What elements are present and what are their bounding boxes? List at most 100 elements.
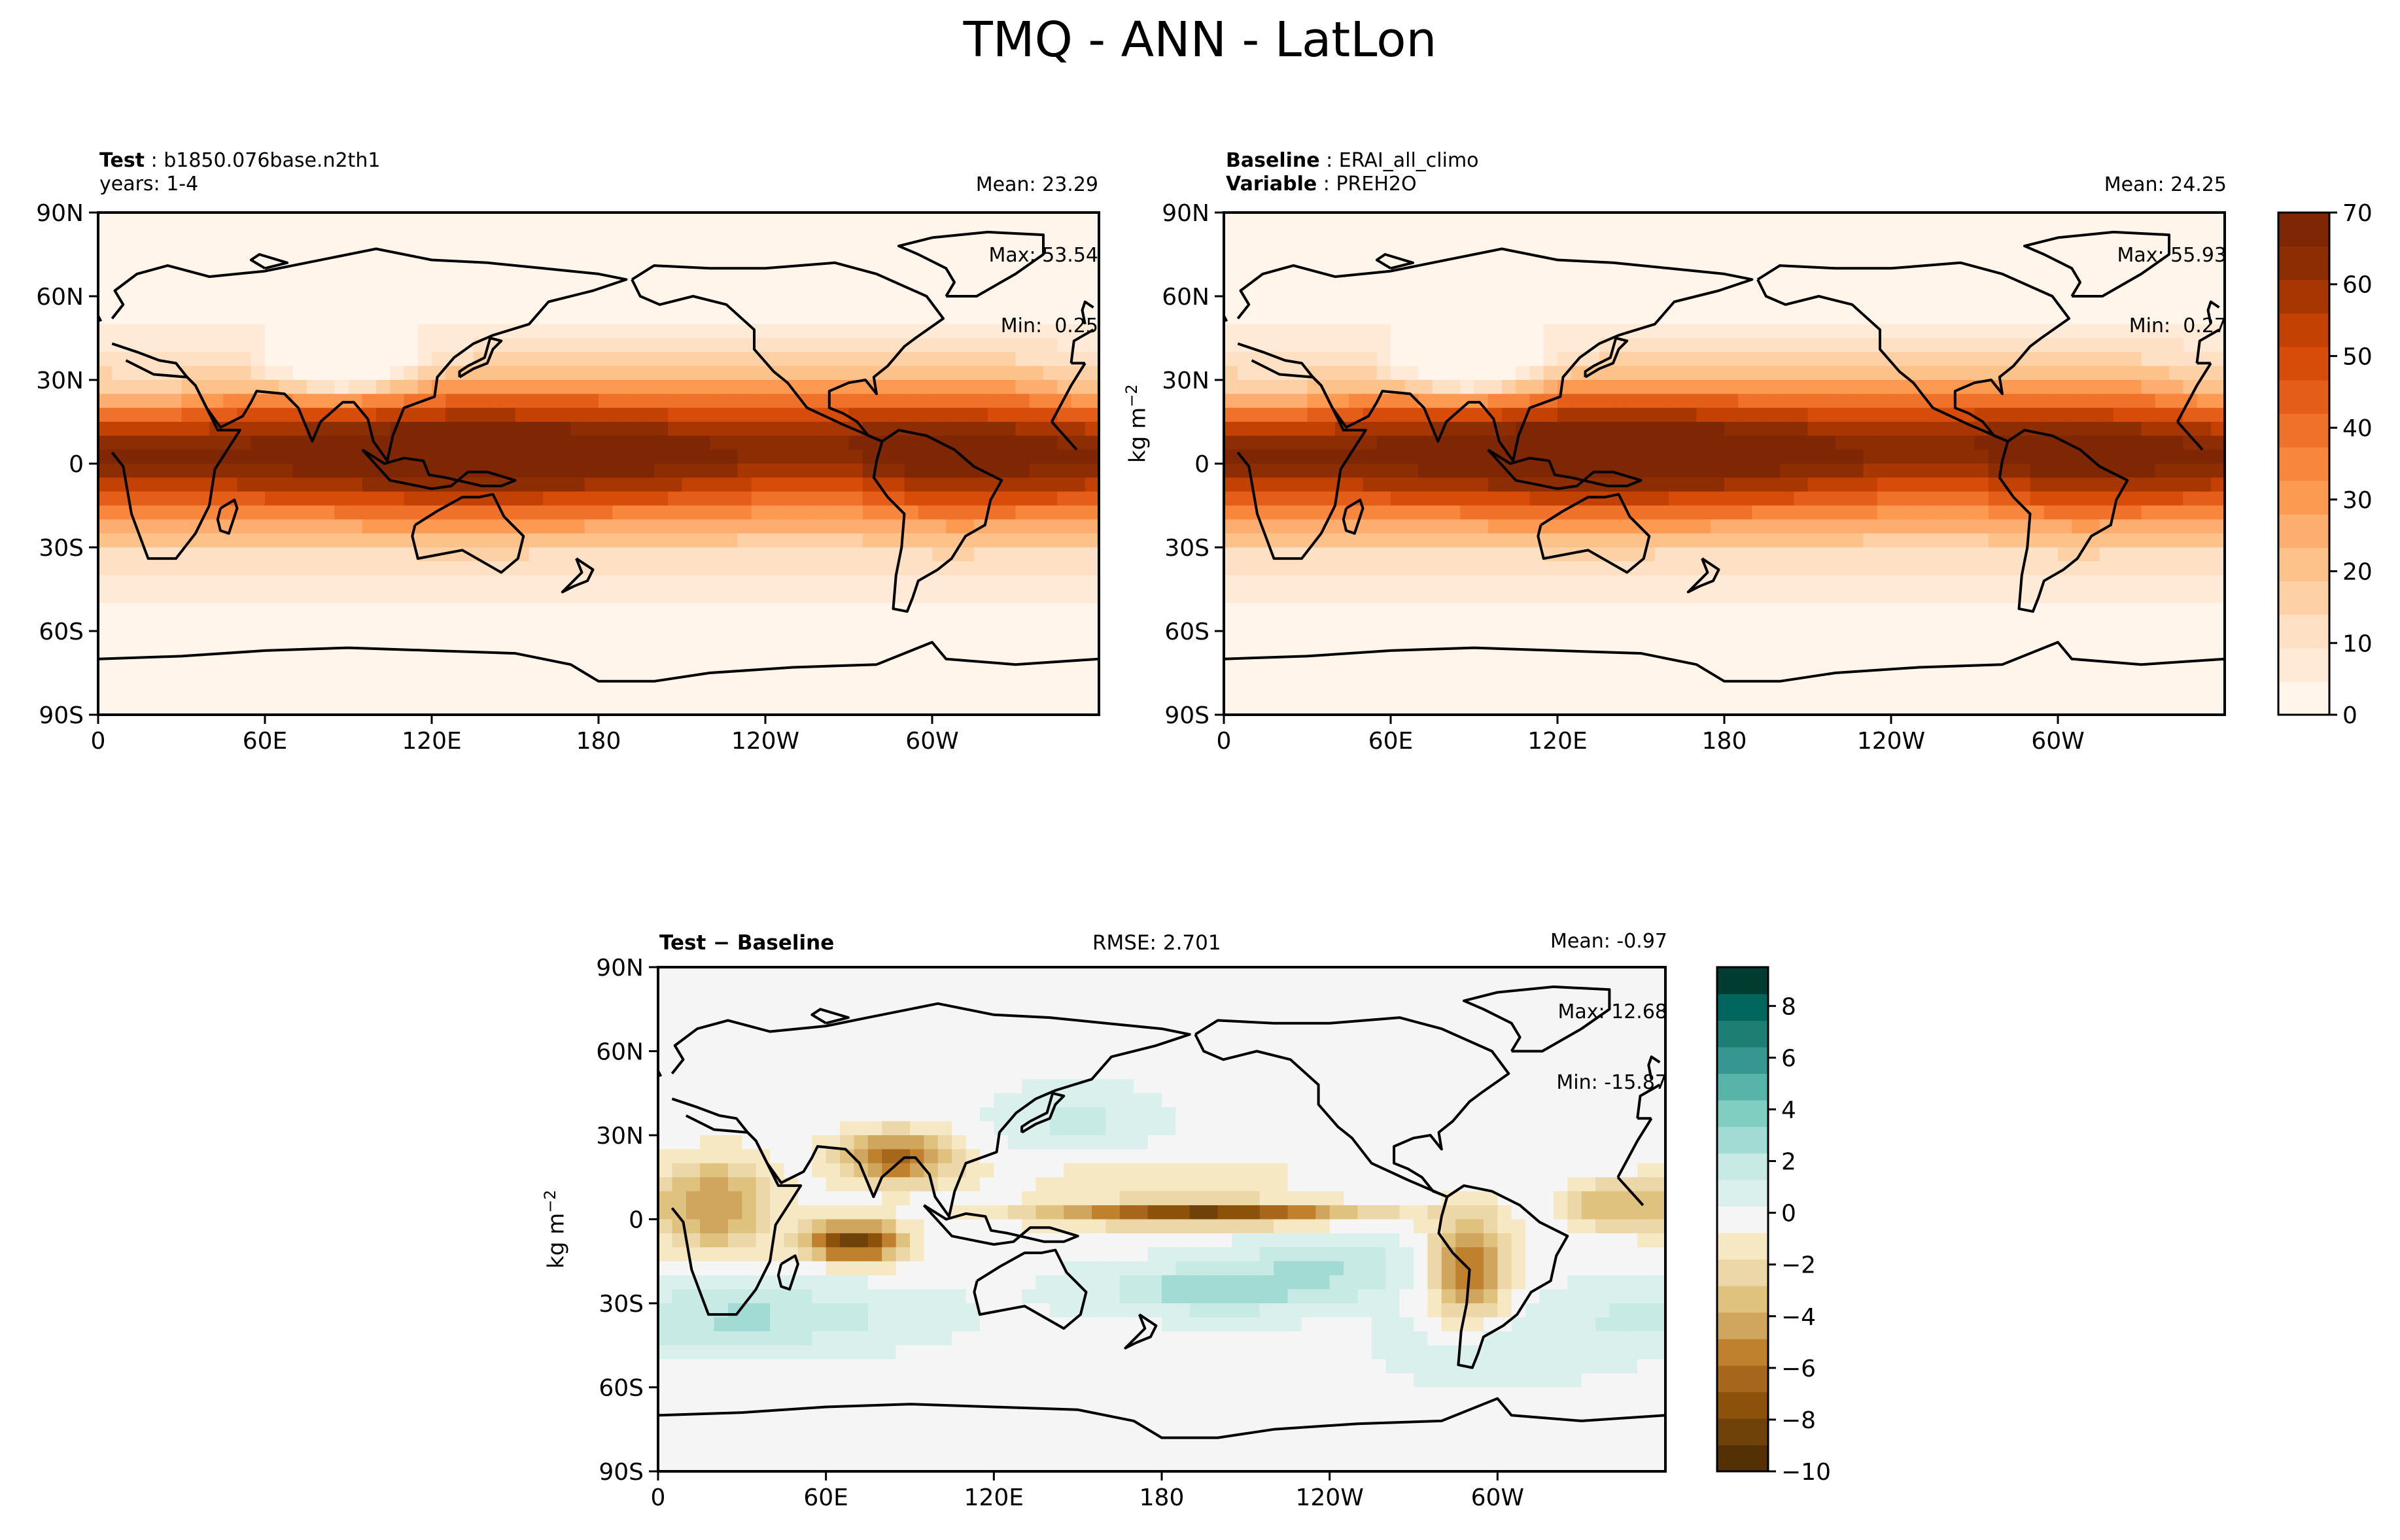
baseline-field-cell <box>1571 352 1586 367</box>
baseline-field-cell <box>1376 338 1391 353</box>
baseline-field-cell <box>1516 645 1531 660</box>
test-field-cell <box>960 310 975 325</box>
test-field-cell <box>167 449 183 464</box>
baseline-field-cell <box>1557 533 1573 548</box>
baseline-field-cell <box>1238 352 1253 367</box>
baseline-field-cell <box>1335 324 1350 339</box>
test-field-cell <box>279 213 294 228</box>
baseline-field-cell <box>2058 533 2073 548</box>
baseline-field-cell <box>1335 659 1350 674</box>
test-field-cell <box>612 477 627 492</box>
test-field-cell <box>904 268 919 283</box>
baseline-field-cell <box>1474 533 1489 548</box>
test-field-cell <box>737 380 752 395</box>
test-field-cell <box>126 240 141 255</box>
baseline-field-cell <box>1627 477 1642 492</box>
baseline-field-cell <box>1391 436 1406 451</box>
baseline-field-cell <box>1376 617 1391 632</box>
test-field-cell <box>167 673 183 688</box>
test-field-cell <box>1085 603 1100 618</box>
baseline-field-cell <box>1293 422 1308 437</box>
test-field-cell <box>265 673 280 688</box>
baseline-field-cell <box>1988 575 2003 590</box>
baseline-field-cell <box>2058 366 2073 381</box>
test-field-cell <box>473 631 488 646</box>
test-field-cell <box>445 659 461 674</box>
test-field-cell <box>973 617 988 632</box>
test-field-cell <box>139 338 154 353</box>
test-field-cell <box>334 547 349 562</box>
test-field-cell <box>529 575 544 590</box>
baseline-field-cell <box>1557 547 1573 562</box>
baseline-field-cell <box>1891 617 1906 632</box>
test-field-cell <box>1071 700 1086 715</box>
baseline-field-cell <box>1738 659 1753 674</box>
baseline-field-cell <box>1835 449 1851 464</box>
baseline-field-cell <box>1932 407 1947 422</box>
test-axes-frame <box>97 211 1100 716</box>
test-field-cell <box>640 240 655 255</box>
test-field-cell <box>404 282 419 297</box>
baseline-field-cell <box>1669 338 1684 353</box>
test-field-cell <box>334 254 349 269</box>
baseline-field-cell <box>1877 366 1892 381</box>
test-field-cell <box>404 700 419 715</box>
baseline-field-cell <box>1279 310 1295 325</box>
test-field-cell <box>251 366 266 381</box>
baseline-field-cell <box>1919 310 1934 325</box>
baseline-field-cell <box>1738 603 1753 618</box>
test-field-cell <box>862 254 877 269</box>
baseline-field-cell <box>1265 575 1280 590</box>
baseline-field-cell <box>2197 533 2212 548</box>
test-field-cell <box>181 561 196 576</box>
baseline-field-cell <box>1849 213 1864 228</box>
test-field-cell <box>710 366 725 381</box>
test-field-cell <box>376 547 391 562</box>
baseline-field-cell <box>1557 380 1573 395</box>
test-field-cell <box>807 324 822 339</box>
test-field-cell <box>557 268 572 283</box>
test-field-cell <box>251 352 266 367</box>
test-field-cell <box>973 477 988 492</box>
test-field-cell <box>793 226 808 241</box>
test-field-cell <box>459 324 474 339</box>
test-field-cell <box>710 296 725 311</box>
test-field-cell <box>251 603 266 618</box>
test-field-cell <box>1085 687 1100 702</box>
test-field-cell <box>432 338 447 353</box>
baseline-field-cell <box>1738 254 1753 269</box>
test-field-cell <box>139 491 154 506</box>
baseline-field-cell <box>1404 464 1419 479</box>
test-field-cell <box>459 673 474 688</box>
baseline-field-cell <box>2072 338 2087 353</box>
baseline-field-cell <box>1487 561 1503 576</box>
test-field-cell <box>932 575 947 590</box>
baseline-field-cell <box>1891 240 1906 255</box>
test-field-cell <box>599 575 614 590</box>
test-field-cell <box>960 547 975 562</box>
test-field-cell <box>195 407 210 422</box>
baseline-field-cell <box>1905 519 1920 534</box>
test-field-cell <box>877 324 892 339</box>
baseline-field-cell <box>1988 603 2003 618</box>
test-field-cell <box>445 422 461 437</box>
test-field-cell <box>599 422 614 437</box>
baseline-field-cell <box>1738 407 1753 422</box>
test-field-cell <box>292 477 307 492</box>
test-field-cell <box>237 352 252 367</box>
test-field-cell <box>570 310 585 325</box>
baseline-field-cell <box>1279 659 1295 674</box>
baseline-field-cell <box>1974 310 1989 325</box>
baseline-field-cell <box>2127 394 2142 409</box>
baseline-field-cell <box>1585 659 1600 674</box>
test-field-cell <box>695 505 710 521</box>
test-field-cell <box>390 464 405 479</box>
baseline-field-cell <box>1919 631 1934 646</box>
test-field-cell <box>237 449 252 464</box>
baseline-field-cell <box>2058 464 2073 479</box>
baseline-field-cell <box>1224 659 1239 674</box>
test-field-cell <box>779 268 794 283</box>
test-field-cell <box>223 449 238 464</box>
baseline-field-cell <box>1627 561 1642 576</box>
test-field-cell <box>501 687 516 702</box>
